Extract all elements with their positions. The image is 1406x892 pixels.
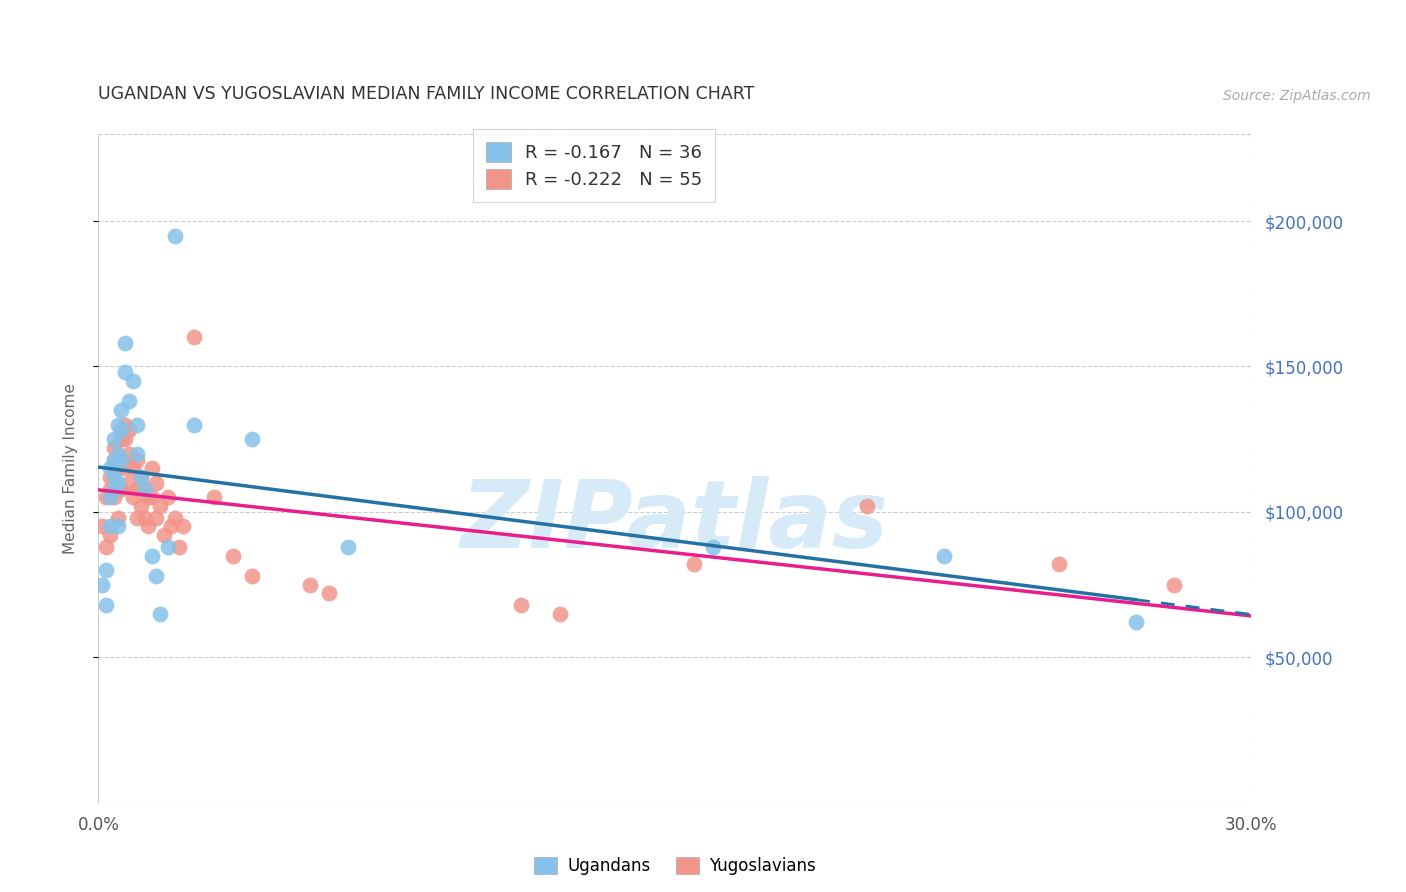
Point bbox=[110, 452, 132, 467]
Point bbox=[122, 374, 145, 388]
Point bbox=[114, 432, 136, 446]
Point bbox=[145, 569, 167, 583]
Point bbox=[94, 540, 117, 554]
Point bbox=[141, 549, 163, 563]
Point bbox=[118, 394, 141, 409]
Point bbox=[114, 461, 136, 475]
Point bbox=[107, 510, 129, 524]
Point bbox=[110, 424, 132, 438]
Point bbox=[856, 499, 879, 513]
Point bbox=[318, 586, 340, 600]
Point bbox=[125, 452, 148, 467]
Point bbox=[683, 558, 706, 572]
Point bbox=[222, 549, 245, 563]
Point bbox=[91, 577, 114, 591]
Point bbox=[240, 569, 263, 583]
Point bbox=[156, 491, 179, 505]
Point bbox=[110, 452, 132, 467]
Point bbox=[98, 482, 121, 496]
Point bbox=[134, 482, 156, 496]
Point bbox=[125, 482, 148, 496]
Point bbox=[114, 417, 136, 432]
Point bbox=[172, 519, 194, 533]
Point bbox=[548, 607, 571, 621]
Point bbox=[183, 330, 205, 344]
Point bbox=[118, 475, 141, 490]
Point bbox=[165, 510, 187, 524]
Point bbox=[156, 540, 179, 554]
Point bbox=[98, 470, 121, 484]
Point bbox=[103, 452, 125, 467]
Point bbox=[98, 461, 121, 475]
Point bbox=[122, 491, 145, 505]
Point bbox=[165, 228, 187, 243]
Point bbox=[129, 499, 152, 513]
Y-axis label: Median Family Income: Median Family Income bbox=[63, 383, 77, 554]
Point bbox=[122, 461, 145, 475]
Point bbox=[202, 491, 225, 505]
Point bbox=[103, 441, 125, 455]
Point bbox=[129, 470, 152, 484]
Point bbox=[103, 432, 125, 446]
Point bbox=[110, 432, 132, 446]
Point bbox=[114, 336, 136, 351]
Point bbox=[107, 447, 129, 461]
Point bbox=[138, 491, 160, 505]
Point bbox=[240, 432, 263, 446]
Legend: Ugandans, Yugoslavians: Ugandans, Yugoslavians bbox=[527, 850, 823, 881]
Point bbox=[298, 577, 321, 591]
Point bbox=[141, 461, 163, 475]
Point bbox=[107, 461, 129, 475]
Point bbox=[103, 482, 125, 496]
Point bbox=[125, 447, 148, 461]
Point bbox=[94, 491, 117, 505]
Point bbox=[138, 519, 160, 533]
Point bbox=[145, 510, 167, 524]
Point bbox=[107, 519, 129, 533]
Point bbox=[125, 417, 148, 432]
Point bbox=[134, 510, 156, 524]
Point bbox=[103, 491, 125, 505]
Point bbox=[114, 365, 136, 379]
Point bbox=[702, 540, 724, 554]
Point bbox=[107, 482, 129, 496]
Point bbox=[98, 491, 121, 505]
Point bbox=[510, 598, 533, 612]
Point bbox=[94, 598, 117, 612]
Text: Source: ZipAtlas.com: Source: ZipAtlas.com bbox=[1223, 88, 1371, 103]
Point bbox=[152, 528, 174, 542]
Point bbox=[160, 519, 183, 533]
Point bbox=[1125, 615, 1147, 630]
Point bbox=[118, 447, 141, 461]
Point bbox=[1047, 558, 1070, 572]
Point bbox=[134, 482, 156, 496]
Point bbox=[932, 549, 955, 563]
Point bbox=[107, 475, 129, 490]
Point bbox=[103, 470, 125, 484]
Point bbox=[1163, 577, 1185, 591]
Point bbox=[149, 499, 172, 513]
Text: ZIPatlas: ZIPatlas bbox=[461, 475, 889, 568]
Point bbox=[129, 470, 152, 484]
Point bbox=[337, 540, 360, 554]
Point bbox=[103, 452, 125, 467]
Point bbox=[98, 519, 121, 533]
Text: UGANDAN VS YUGOSLAVIAN MEDIAN FAMILY INCOME CORRELATION CHART: UGANDAN VS YUGOSLAVIAN MEDIAN FAMILY INC… bbox=[98, 85, 755, 103]
Point bbox=[167, 540, 190, 554]
Point bbox=[149, 607, 172, 621]
Point bbox=[110, 482, 132, 496]
Point bbox=[94, 563, 117, 577]
Point bbox=[145, 475, 167, 490]
Point bbox=[141, 491, 163, 505]
Point bbox=[118, 424, 141, 438]
Point bbox=[125, 510, 148, 524]
Point bbox=[183, 417, 205, 432]
Point bbox=[98, 528, 121, 542]
Point bbox=[110, 403, 132, 417]
Point bbox=[107, 417, 129, 432]
Point bbox=[91, 519, 114, 533]
